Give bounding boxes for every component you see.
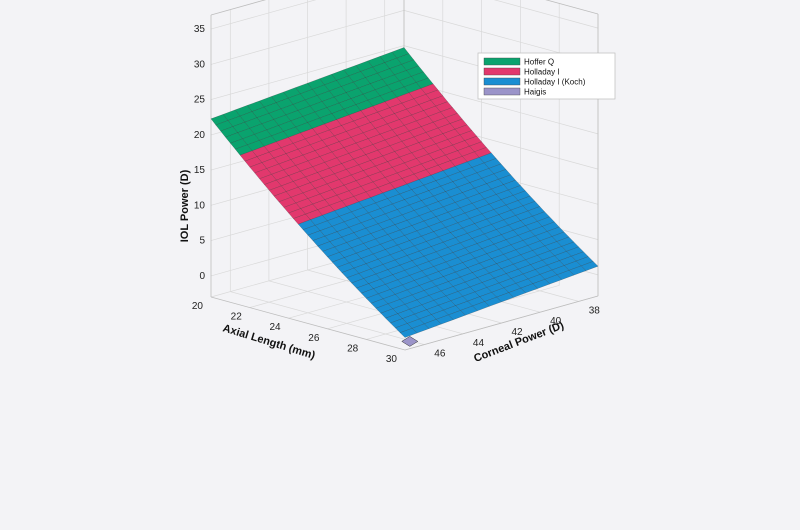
legend-label: Holladay I	[524, 68, 560, 77]
x-tick-label: 26	[308, 333, 320, 344]
legend-label: Holladay I (Koch)	[524, 78, 586, 87]
x-tick-label: 30	[386, 354, 398, 365]
y-tick-label: 44	[473, 338, 485, 349]
z-tick-label: 30	[194, 59, 206, 70]
z-tick-label: 20	[194, 130, 206, 141]
gridline-y	[229, 9, 425, 345]
legend-swatch	[483, 77, 521, 86]
z-tick-label: 15	[194, 165, 206, 176]
legend-label: Hoffer Q	[524, 58, 554, 67]
legend-swatch	[483, 67, 521, 76]
y-tick-label: 42	[512, 327, 524, 338]
box-floor-front	[210, 295, 599, 351]
z-tick-label: 0	[199, 271, 205, 282]
legend-swatch	[483, 87, 521, 96]
legend-swatch	[483, 57, 521, 66]
y-tick-label: 38	[589, 305, 601, 316]
x-tick-label: 28	[347, 343, 359, 354]
z-tick-label: 5	[199, 236, 205, 247]
axis-ticks: 0 5 10 15 20 25 30 35 20 22 24 26 28 30 38 40 42 44 46	[192, 24, 600, 365]
gridline-z	[210, 0, 599, 30]
y-tick-label: 40	[550, 316, 562, 327]
surface-haigis-patch	[401, 336, 419, 347]
z-tick-label: 25	[194, 95, 206, 106]
surface-plot	[210, 47, 599, 347]
z-tick-label: 10	[194, 200, 206, 211]
z-tick-label: 35	[194, 24, 206, 35]
x-tick-label: 22	[231, 312, 243, 323]
x-tick-label: 20	[192, 301, 204, 312]
y-tick-label: 46	[434, 349, 446, 360]
legend-label: Haigis	[524, 88, 546, 97]
z-axis-label: IOL Power (D)	[179, 169, 191, 242]
surface-cell	[399, 328, 418, 338]
x-tick-label: 24	[269, 322, 281, 333]
